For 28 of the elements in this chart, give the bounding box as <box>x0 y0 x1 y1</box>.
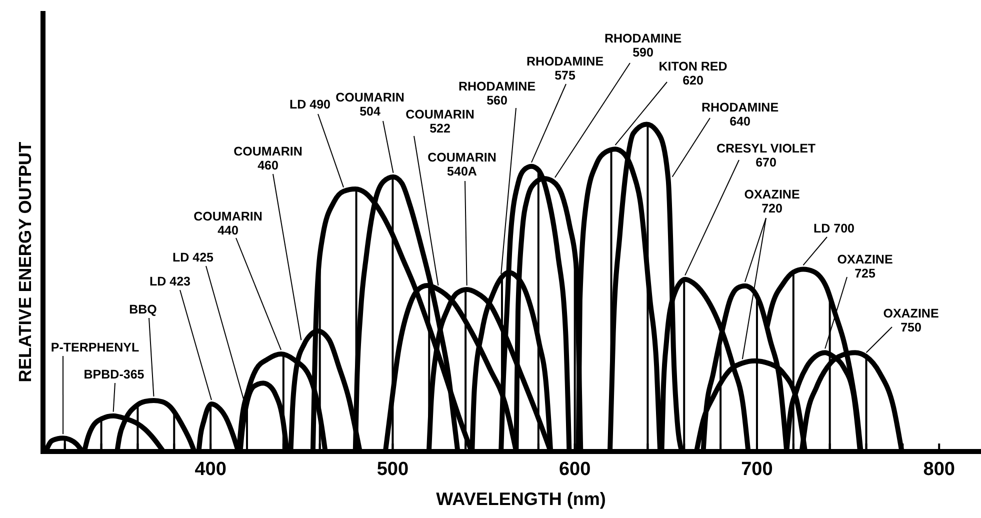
text: RHODAMINE 590 <box>604 32 682 60</box>
text: RHODAMINE 640 <box>701 100 779 128</box>
text: RHODAMINE 575 <box>526 54 604 82</box>
text: LD 490 <box>290 98 331 112</box>
text: OXAZINE 720 <box>744 188 800 216</box>
text: COUMARIN 460 <box>234 144 302 172</box>
x-axis-title: WAVELENGTH (nm) <box>436 489 606 509</box>
text: COUMARIN 440 <box>194 210 262 238</box>
text: OXAZINE 750 <box>883 306 939 334</box>
text: RHODAMINE 560 <box>458 80 536 108</box>
text: P-TERPHENYL <box>50 340 140 354</box>
x-tick-label: 600 <box>558 459 591 480</box>
text: COUMARIN 540A <box>428 150 496 178</box>
text: COUMARIN 522 <box>406 108 474 136</box>
text: KITON RED 620 <box>658 60 728 88</box>
x-tick-label: 400 <box>194 459 226 480</box>
y-axis-title: RELATIVE ENERGY OUTPUT <box>15 141 35 382</box>
text: LD 700 <box>814 222 855 236</box>
text: CRESYL VIOLET 670 <box>716 142 816 170</box>
text: OXAZINE 725 <box>837 252 893 280</box>
text: BBQ <box>129 302 158 316</box>
x-tick-label: 800 <box>923 459 955 480</box>
text: COUMARIN 504 <box>336 90 404 118</box>
text: LD 423 <box>150 274 191 288</box>
x-tick-label: 500 <box>376 459 409 480</box>
text: BPBD-365 <box>84 368 144 382</box>
text: LD 425 <box>172 250 214 264</box>
x-tick-label: 700 <box>741 459 773 480</box>
